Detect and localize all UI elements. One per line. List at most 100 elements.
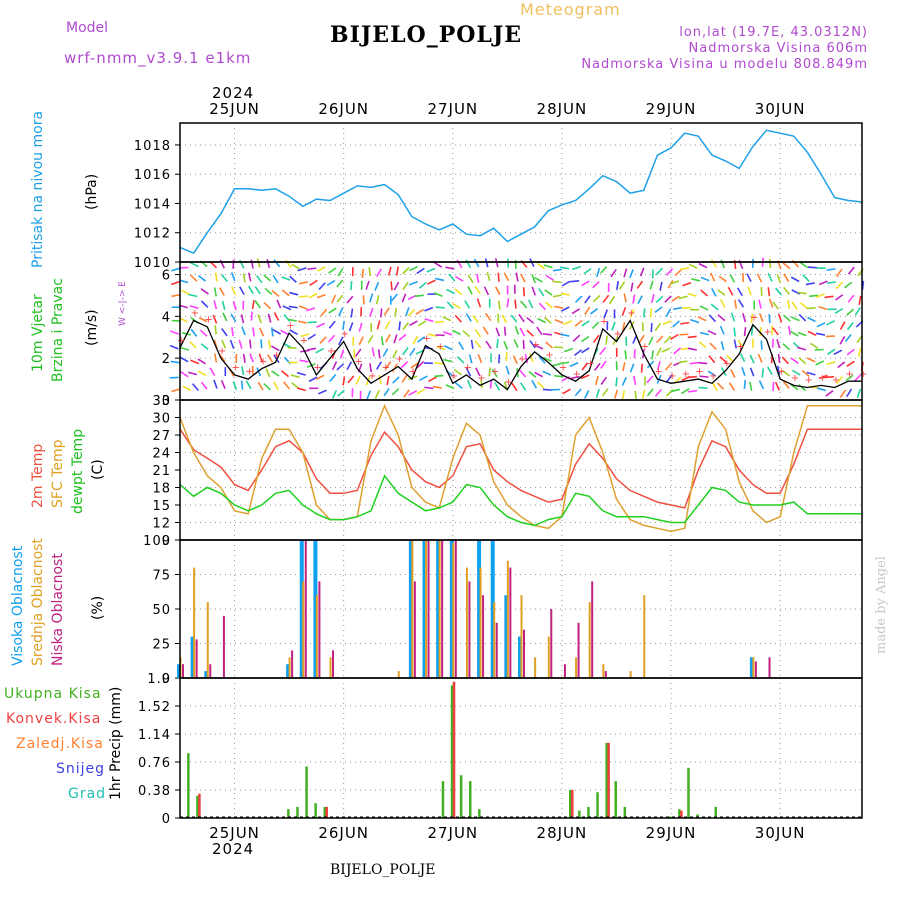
- wind-arrow: [655, 267, 663, 276]
- wind-gust-mark: +: [559, 363, 567, 374]
- wind-gust-mark: +: [177, 335, 185, 346]
- wind-arrow: [799, 261, 809, 269]
- cloud-low-bar: [318, 581, 321, 678]
- wind-arrow: [655, 295, 664, 304]
- sfc-temp-line: [179, 403, 862, 533]
- wind-arrow: [376, 320, 381, 330]
- wind-arrow: [231, 286, 237, 296]
- wind-gust-mark: +: [723, 358, 731, 369]
- wind-arrow: [197, 274, 207, 282]
- wind-arrow: [417, 320, 427, 327]
- cloud-mid-bar: [629, 671, 632, 678]
- wind-arrow: [362, 295, 365, 305]
- wind-arrow: [560, 306, 570, 312]
- wind-arrow: [760, 340, 763, 350]
- wind-arrow: [346, 361, 353, 371]
- wind-arrow: [709, 272, 716, 282]
- wind-arrow: [717, 289, 726, 296]
- wind-arrow: [719, 356, 728, 364]
- wind-arrow: [408, 280, 418, 286]
- wind-arrow: [854, 307, 861, 316]
- wind-arrow: [212, 314, 218, 324]
- wind-arrow: [308, 376, 318, 383]
- wind-arrow: [798, 314, 807, 322]
- cloud-high-bar: [299, 540, 304, 678]
- wind-arrow: [857, 347, 862, 357]
- wind-arrow: [285, 259, 292, 268]
- y-tick-label: 25: [152, 638, 171, 653]
- wind-arrow: [409, 320, 418, 327]
- wind-arrow: [393, 281, 400, 291]
- wind-arrow: [190, 328, 198, 337]
- precip-total-bar: [569, 790, 572, 818]
- wind-arrow: [282, 305, 292, 311]
- wind-arrow: [171, 293, 181, 298]
- wind-arrow: [537, 317, 546, 324]
- wind-arrow: [273, 381, 279, 391]
- wind-arrow: [465, 367, 472, 377]
- wind-arrow: [348, 322, 354, 332]
- wind-arrow: [531, 286, 536, 296]
- wind-arrow: [687, 389, 698, 393]
- wind-arrow: [434, 320, 444, 324]
- cloud-mid-bar: [329, 657, 332, 678]
- wind-arrow: [581, 362, 589, 371]
- wind-arrow: [270, 327, 274, 337]
- precip-legend-total: Ukupna Kisa: [4, 686, 102, 702]
- wind-arrow: [290, 374, 300, 379]
- wind-arrow: [252, 327, 255, 337]
- cloud-low-bar: [509, 567, 512, 678]
- wind-arrow: [171, 267, 181, 272]
- cloud-high-bar: [449, 540, 454, 678]
- wind-arrow: [710, 303, 719, 311]
- wind-arrow: [188, 293, 198, 298]
- wind-arrow: [681, 306, 691, 310]
- wind-arrow: [405, 307, 410, 317]
- wind-arrow: [179, 346, 190, 351]
- wind-arrow: [602, 388, 609, 397]
- wind-arrow: [418, 281, 427, 289]
- precip-legend-grad: Grad: [68, 786, 107, 802]
- wind-arrow: [654, 306, 663, 314]
- wind-arrow: [386, 375, 390, 386]
- wind-arrow: [687, 335, 697, 339]
- wind-arrow: [514, 325, 520, 335]
- wind-arrow: [308, 292, 318, 299]
- t2m-line: [179, 428, 862, 509]
- wind-arrow: [513, 339, 519, 348]
- wind-arrow: [291, 263, 300, 270]
- wind-arrow: [711, 287, 717, 297]
- wind-gust-mark: +: [832, 375, 840, 386]
- wind-arrow: [573, 349, 583, 356]
- wind-arrow: [219, 259, 225, 269]
- wind-arrow: [671, 295, 680, 302]
- wind-arrow: [287, 318, 297, 322]
- wind-arrow: [776, 339, 781, 349]
- wind-arrow: [656, 347, 662, 357]
- wind-arrow: [649, 280, 654, 290]
- wind-arrow: [435, 306, 445, 309]
- wind-arrow: [467, 285, 473, 295]
- wind-arrow: [331, 294, 337, 304]
- wind-arrow: [336, 294, 344, 303]
- wind-arrow: [564, 347, 574, 353]
- wind-arrow: [634, 390, 637, 401]
- wind-arrow: [385, 333, 391, 343]
- wind-arrow: [213, 287, 217, 297]
- cloud-mid-bar: [479, 567, 482, 678]
- precip-total-bar: [187, 753, 190, 818]
- y-tick-label: 0.76: [138, 756, 171, 771]
- wind-arrow: [726, 354, 734, 363]
- wind-arrow: [729, 274, 736, 283]
- wind-arrow: [209, 367, 216, 376]
- wind-arrow: [584, 390, 590, 399]
- wind-arrow: [273, 312, 280, 321]
- y-tick-label: 0: [162, 812, 171, 827]
- wind-arrow: [503, 340, 509, 350]
- wind-gust-mark: +: [327, 346, 335, 357]
- wind-arrow: [680, 321, 690, 325]
- wind-arrow: [858, 295, 862, 305]
- wind-gust-mark: +: [313, 363, 321, 374]
- wind-arrow: [632, 294, 636, 304]
- wind-arrow: [402, 347, 409, 356]
